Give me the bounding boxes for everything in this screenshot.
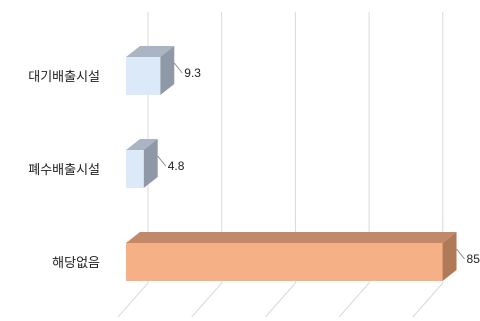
value-label: 85.9 bbox=[467, 252, 480, 266]
bar-side bbox=[143, 139, 158, 188]
gridline-floor bbox=[117, 282, 149, 318]
category-label: 해당없음 bbox=[52, 256, 100, 271]
gridline-floor bbox=[412, 282, 444, 318]
bar-top bbox=[126, 46, 175, 57]
value-leader bbox=[173, 62, 183, 74]
bar-side bbox=[160, 46, 175, 95]
value-leader bbox=[157, 155, 167, 167]
bar bbox=[126, 57, 161, 95]
bar bbox=[126, 150, 144, 188]
bars-layer bbox=[126, 46, 457, 281]
value-label: 9.3 bbox=[184, 66, 201, 80]
gridline-floor bbox=[338, 282, 370, 318]
bar-top bbox=[126, 232, 457, 243]
category-label: 폐수배출시설 bbox=[28, 163, 100, 178]
bar-side bbox=[442, 232, 457, 281]
labels-layer: 대기배출시설 9.3 폐수배출시설 4.8 해당없음 85.9 bbox=[28, 62, 480, 271]
bar-top bbox=[126, 139, 158, 150]
gridline-floor bbox=[191, 282, 223, 318]
value-label: 4.8 bbox=[168, 159, 185, 173]
value-leader bbox=[456, 248, 465, 260]
gridline-floor bbox=[265, 282, 296, 318]
bar bbox=[126, 243, 443, 281]
category-label: 대기배출시설 bbox=[28, 70, 100, 85]
